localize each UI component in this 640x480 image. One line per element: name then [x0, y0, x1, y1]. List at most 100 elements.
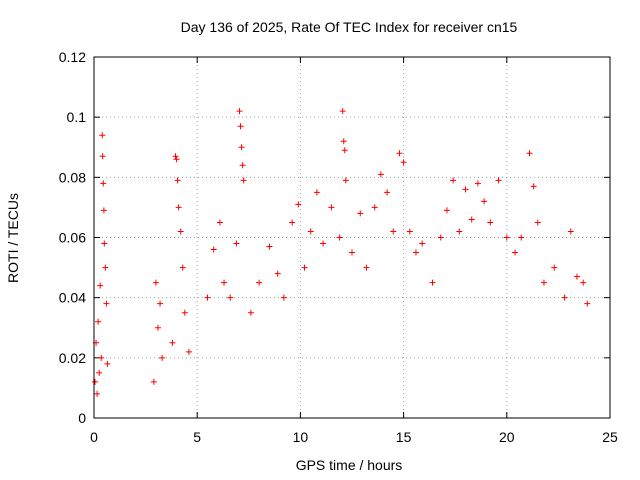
data-point: [237, 123, 244, 130]
chart-title: Day 136 of 2025, Rate Of TEC Index for r…: [181, 19, 518, 35]
data-point: [462, 186, 469, 193]
data-points: [92, 108, 591, 397]
data-point: [104, 360, 111, 367]
data-point: [169, 339, 176, 346]
data-point: [99, 153, 106, 160]
data-point: [301, 264, 308, 271]
x-tick-label: 5: [193, 429, 201, 445]
data-point: [157, 300, 164, 307]
y-tick-label: 0.12: [59, 49, 86, 65]
data-point: [456, 228, 463, 235]
data-point: [429, 279, 436, 286]
data-point: [396, 150, 403, 157]
data-point: [152, 279, 159, 286]
y-tick-label: 0.1: [67, 109, 87, 125]
data-point: [227, 294, 234, 301]
data-point: [221, 279, 228, 286]
data-point: [320, 240, 327, 247]
data-point: [340, 138, 347, 145]
y-axis-label: ROTI / TECUs: [5, 193, 21, 283]
data-point: [173, 156, 180, 163]
data-point: [210, 246, 217, 253]
data-point: [175, 204, 182, 211]
x-tick-label: 10: [293, 429, 309, 445]
data-point: [295, 201, 302, 208]
y-tick-label: 0.06: [59, 230, 86, 246]
data-point: [443, 207, 450, 214]
data-point: [584, 300, 591, 307]
data-point: [481, 198, 488, 205]
data-point: [247, 309, 254, 316]
data-point: [97, 282, 104, 289]
data-point: [573, 273, 580, 280]
data-point: [233, 240, 240, 247]
data-point: [468, 216, 475, 223]
data-point: [567, 228, 574, 235]
data-point: [495, 177, 502, 184]
x-tick-label: 15: [396, 429, 412, 445]
y-tick-label: 0.02: [59, 350, 86, 366]
grid: [94, 57, 610, 418]
x-tick-label: 25: [602, 429, 618, 445]
data-point: [503, 234, 510, 241]
data-point: [561, 294, 568, 301]
data-point: [204, 294, 211, 301]
data-point: [92, 378, 99, 385]
x-axis-label: GPS time / hours: [296, 457, 403, 473]
data-point: [342, 177, 349, 184]
y-tick-label: 0.08: [59, 169, 86, 185]
data-point: [474, 180, 481, 187]
x-tick-label: 0: [90, 429, 98, 445]
data-point: [154, 324, 161, 331]
data-point: [406, 228, 413, 235]
data-point: [450, 177, 457, 184]
data-point: [412, 249, 419, 256]
data-point: [419, 240, 426, 247]
data-point: [437, 234, 444, 241]
data-point: [274, 270, 281, 277]
data-point: [179, 264, 186, 271]
data-point: [349, 249, 355, 256]
data-point: [238, 144, 245, 151]
data-point: [185, 348, 192, 355]
data-point: [159, 354, 166, 361]
data-point: [99, 132, 106, 139]
data-point: [371, 204, 378, 211]
data-point: [102, 264, 109, 271]
data-point: [328, 204, 335, 211]
data-point: [390, 228, 397, 235]
data-point: [256, 279, 263, 286]
data-point: [150, 378, 157, 385]
data-point: [357, 210, 364, 217]
y-tick-label: 0: [78, 410, 86, 426]
data-point: [336, 234, 343, 241]
data-point: [236, 108, 243, 115]
y-tick-label: 0.04: [59, 290, 86, 306]
data-point: [384, 189, 391, 196]
data-point: [487, 219, 494, 226]
data-point: [177, 228, 184, 235]
data-point: [174, 177, 181, 184]
data-point: [289, 219, 296, 226]
data-point: [95, 318, 102, 325]
data-point: [98, 354, 105, 361]
data-point: [551, 264, 558, 271]
data-point: [172, 153, 179, 160]
data-point: [280, 294, 287, 301]
data-point: [339, 108, 346, 115]
data-point: [307, 228, 314, 235]
data-point: [341, 147, 348, 154]
data-point: [363, 264, 370, 271]
data-point: [377, 171, 384, 178]
x-tick-label: 20: [499, 429, 515, 445]
data-point: [530, 183, 537, 190]
data-point: [101, 240, 108, 247]
data-point: [526, 150, 533, 157]
data-point: [512, 249, 519, 256]
data-point: [100, 207, 107, 214]
data-point: [518, 234, 525, 241]
plot-frame: [93, 56, 611, 419]
data-point: [96, 369, 103, 376]
data-point: [313, 189, 320, 196]
